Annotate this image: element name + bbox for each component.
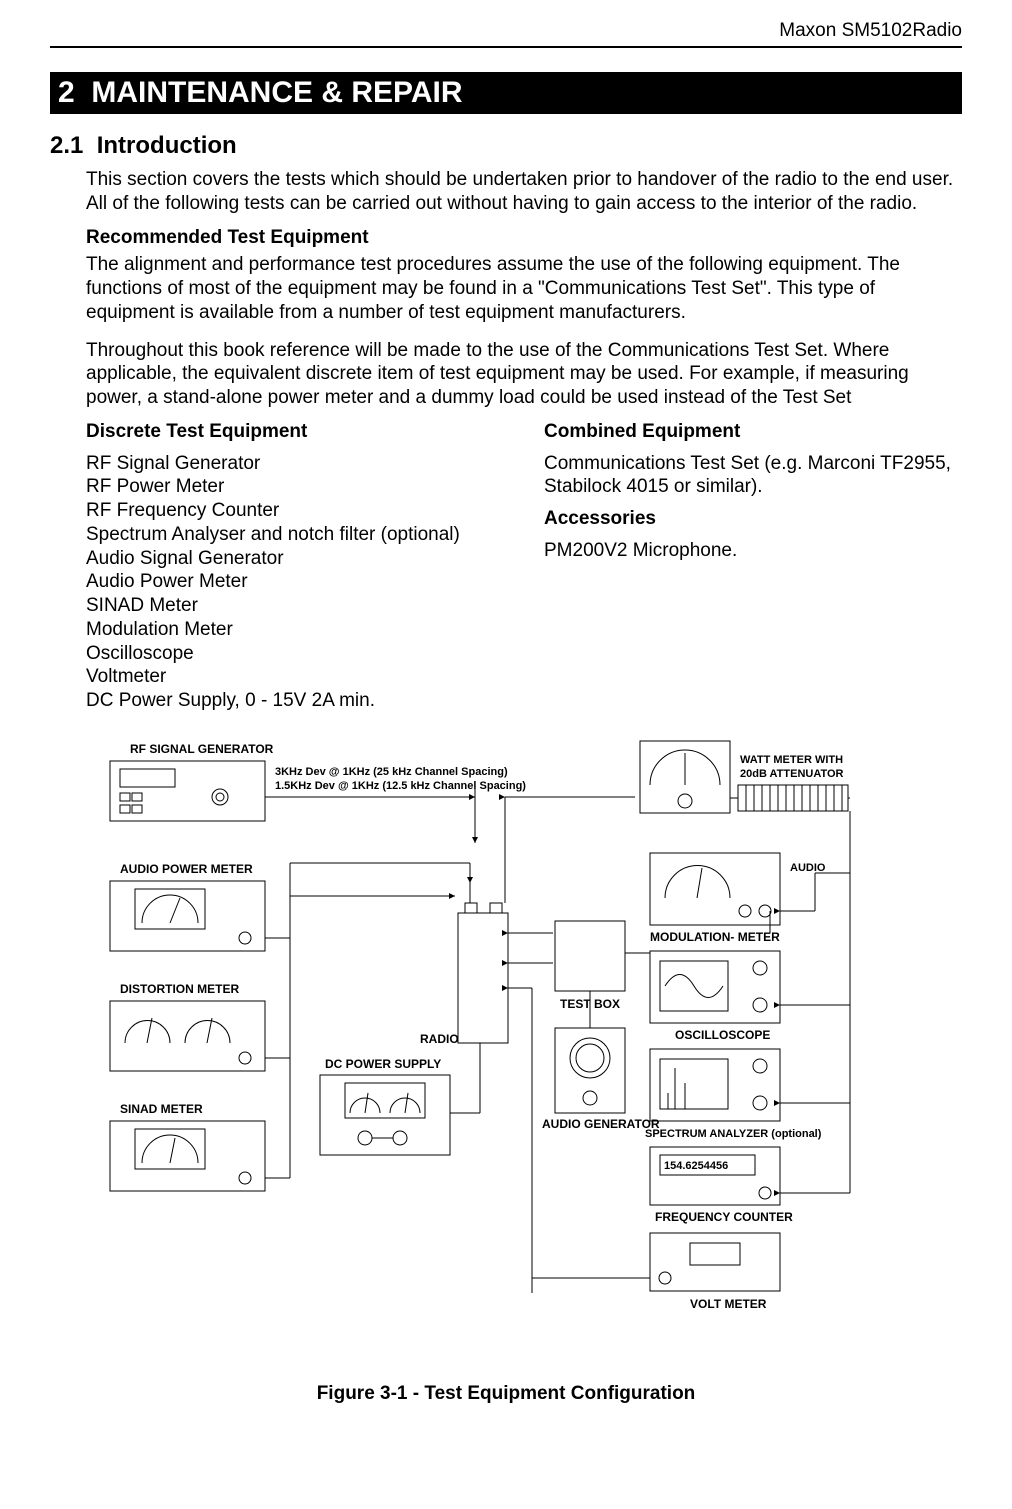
discrete-list: RF Signal Generator RF Power Meter RF Fr…	[86, 452, 504, 713]
header-product: Maxon SM5102Radio	[50, 20, 962, 42]
watt-meter-label1: WATT METER WITH	[740, 754, 843, 766]
list-item: Voltmeter	[86, 665, 504, 689]
recommended-para1: The alignment and performance test proce…	[86, 253, 962, 324]
list-item: Oscilloscope	[86, 642, 504, 666]
dev-line1: 3KHz Dev @ 1KHz (25 kHz Channel Spacing)	[275, 766, 508, 778]
accessories-text: PM200V2 Microphone.	[544, 539, 962, 563]
page: Maxon SM5102Radio 2 MAINTENANCE & REPAIR…	[0, 0, 1012, 1509]
figure-caption: Figure 3-1 - Test Equipment Configuratio…	[50, 1383, 962, 1405]
list-item: SINAD Meter	[86, 594, 504, 618]
section-title-bar: 2 MAINTENANCE & REPAIR	[50, 72, 962, 114]
subsection-number: 2.1	[50, 132, 83, 159]
header-rule	[50, 46, 962, 48]
attenuator-icon	[738, 785, 848, 811]
discrete-head: Discrete Test Equipment	[86, 420, 504, 444]
list-item: RF Frequency Counter	[86, 499, 504, 523]
rf-sig-gen-label: RF SIGNAL GENERATOR	[130, 742, 274, 756]
spectrum-analyzer-label: SPECTRUM ANALYZER (optional)	[645, 1128, 822, 1140]
subsection-title: 2.1 Introduction	[50, 132, 962, 160]
combined-head: Combined Equipment	[544, 420, 962, 444]
section-title: MAINTENANCE & REPAIR	[91, 76, 462, 109]
distortion-meter-label: DISTORTION METER	[120, 982, 239, 996]
equipment-columns: Discrete Test Equipment RF Signal Genera…	[86, 420, 962, 713]
recommended-head: Recommended Test Equipment	[86, 226, 962, 250]
dc-power-label: DC POWER SUPPLY	[325, 1057, 441, 1071]
accessories-head: Accessories	[544, 507, 962, 531]
modulation-meter-label: MODULATION- METER	[650, 930, 780, 944]
section-number: 2	[58, 76, 75, 109]
watt-meter-label2: 20dB ATTENUATOR	[740, 768, 844, 780]
intro-paragraph: This section covers the tests which shou…	[86, 168, 962, 216]
diagram: RF SIGNAL GENERATOR 3KHz Dev @ 1KHz (25 …	[50, 733, 950, 1373]
list-item: Modulation Meter	[86, 618, 504, 642]
dev-line2: 1.5KHz Dev @ 1KHz (12.5 kHz Channel Spac…	[275, 780, 526, 792]
radio-label: RADIO	[420, 1032, 459, 1046]
list-item: Audio Power Meter	[86, 570, 504, 594]
sinad-meter-label: SINAD METER	[120, 1102, 203, 1116]
combined-column: Combined Equipment Communications Test S…	[544, 420, 962, 713]
list-item: DC Power Supply, 0 - 15V 2A min.	[86, 689, 504, 713]
list-item: Spectrum Analyser and notch filter (opti…	[86, 523, 504, 547]
list-item: Audio Signal Generator	[86, 547, 504, 571]
freq-value: 154.6254456	[664, 1160, 728, 1172]
list-item: RF Signal Generator	[86, 452, 504, 476]
list-item: RF Power Meter	[86, 475, 504, 499]
oscilloscope-label: OSCILLOSCOPE	[675, 1028, 770, 1042]
diagram-svg: RF SIGNAL GENERATOR 3KHz Dev @ 1KHz (25 …	[50, 733, 950, 1373]
audio-generator-label: AUDIO GENERATOR	[542, 1117, 660, 1131]
volt-meter-label: VOLT METER	[690, 1297, 767, 1311]
subsection-heading: Introduction	[97, 132, 237, 159]
frequency-counter-label: FREQUENCY COUNTER	[655, 1210, 793, 1224]
recommended-para2: Throughout this book reference will be m…	[86, 339, 962, 410]
discrete-column: Discrete Test Equipment RF Signal Genera…	[86, 420, 504, 713]
combined-text: Communications Test Set (e.g. Marconi TF…	[544, 452, 962, 500]
audio-label: AUDIO	[790, 862, 826, 874]
audio-power-meter-label: AUDIO POWER METER	[120, 862, 253, 876]
